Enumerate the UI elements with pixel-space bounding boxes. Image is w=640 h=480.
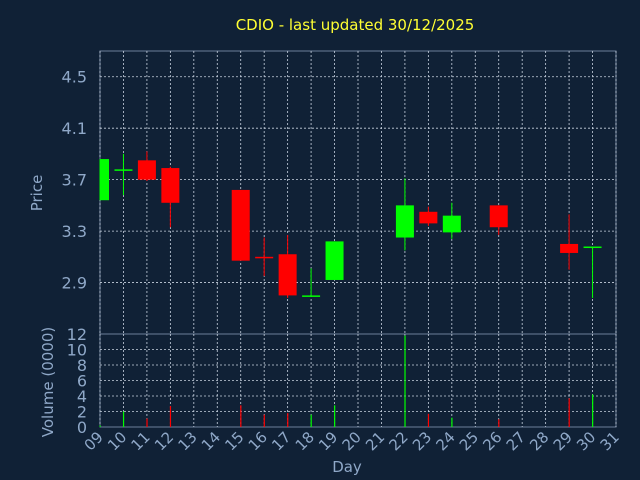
candle-19 (325, 241, 344, 280)
candle-body (560, 243, 579, 253)
volume-tick-label: 8 (77, 356, 87, 375)
candle-body (583, 246, 602, 249)
volume-bar-10 (122, 411, 125, 427)
volume-bar-23 (427, 413, 430, 427)
x-tick-label: 25 (456, 428, 482, 454)
price-tick-label: 4.1 (62, 119, 87, 138)
candle-24 (442, 202, 461, 239)
x-tick-label: 23 (409, 428, 435, 454)
x-tick-label: 21 (362, 428, 388, 454)
volume-tick-label: 10 (67, 341, 87, 360)
volume-bar-09 (99, 425, 101, 427)
x-tick-label: 11 (128, 428, 154, 454)
volume-tick-label: 6 (77, 372, 87, 391)
candle-body (114, 169, 133, 171)
candle-body (161, 168, 180, 203)
volume-bar-18 (310, 414, 312, 427)
candle-16 (255, 237, 274, 277)
x-tick-label: 19 (315, 428, 341, 454)
volume-bar-17 (287, 413, 289, 427)
candle-body (419, 211, 438, 224)
volume-tick-label: 2 (77, 403, 87, 422)
candle-23 (419, 206, 438, 226)
candle-30 (583, 246, 602, 298)
x-tick-label: 16 (245, 428, 271, 454)
volume-tick-label: 12 (67, 325, 87, 344)
chart-title: CDIO - last updated 30/12/2025 (236, 16, 475, 34)
volume-bar-19 (334, 405, 336, 427)
x-tick-label: 13 (174, 428, 200, 454)
x-tick-label: 30 (573, 428, 599, 454)
candle-body (231, 189, 250, 261)
x-tick-label: 14 (198, 428, 224, 454)
price-tick-label: 3.3 (62, 222, 87, 241)
price-tick-label: 2.9 (62, 274, 87, 293)
volume-tick-label: 0 (77, 418, 87, 437)
volume-bar-16 (263, 414, 265, 427)
candle-body (100, 159, 109, 201)
volume-tick-label: 4 (77, 387, 87, 406)
candle-10 (114, 153, 133, 196)
volume-bar-15 (240, 405, 242, 427)
volume-bar-26 (498, 419, 500, 427)
volume-bar-22 (404, 335, 406, 427)
candle-15 (231, 189, 250, 261)
candle-body (278, 254, 297, 296)
x-tick-label: 17 (268, 428, 294, 454)
volume-bar-29 (568, 398, 570, 427)
candle-29 (560, 214, 579, 270)
price-tick-label: 4.5 (62, 68, 87, 87)
x-tick-label: 26 (479, 428, 505, 454)
price-tick-label: 3.7 (62, 171, 87, 190)
x-axis-title: Day (332, 458, 362, 476)
candle-18 (302, 268, 321, 297)
x-tick-label: 27 (503, 428, 529, 454)
candle-body (325, 241, 344, 280)
candle-22 (395, 178, 414, 251)
x-tick-label: 22 (386, 428, 412, 454)
volume-bar-12 (169, 406, 172, 427)
x-tick-label: 15 (221, 428, 247, 454)
volume-axis-title: Volume (0000) (39, 327, 57, 437)
candle-body (395, 205, 414, 238)
price-axis-title: Price (28, 175, 46, 212)
x-axis-labels: 0910111213141516171819202122232425262728… (81, 428, 623, 454)
x-tick-label: 18 (292, 428, 318, 454)
price-panel: 2.9 3.3 3.7 4.1 4.5 (62, 50, 617, 335)
volume-bar-24 (451, 417, 453, 427)
x-tick-label: 12 (151, 428, 177, 454)
candle-09 (99, 159, 109, 201)
x-tick-label: 29 (550, 428, 576, 454)
x-tick-label: 20 (339, 428, 365, 454)
x-tick-label: 24 (432, 428, 458, 454)
candle-body (137, 160, 156, 180)
candle-12 (161, 166, 180, 228)
candle-body (489, 205, 508, 228)
volume-bar-11 (146, 418, 148, 427)
candle-17 (278, 234, 297, 298)
candle-body (442, 215, 461, 233)
candle-11 (137, 151, 156, 181)
candle-26 (489, 205, 508, 235)
candle-body (302, 295, 321, 297)
x-tick-label: 28 (526, 428, 552, 454)
volume-bar-30 (592, 394, 594, 427)
candle-body (255, 256, 274, 259)
x-tick-label: 31 (597, 428, 623, 454)
x-tick-label: 10 (104, 428, 130, 454)
